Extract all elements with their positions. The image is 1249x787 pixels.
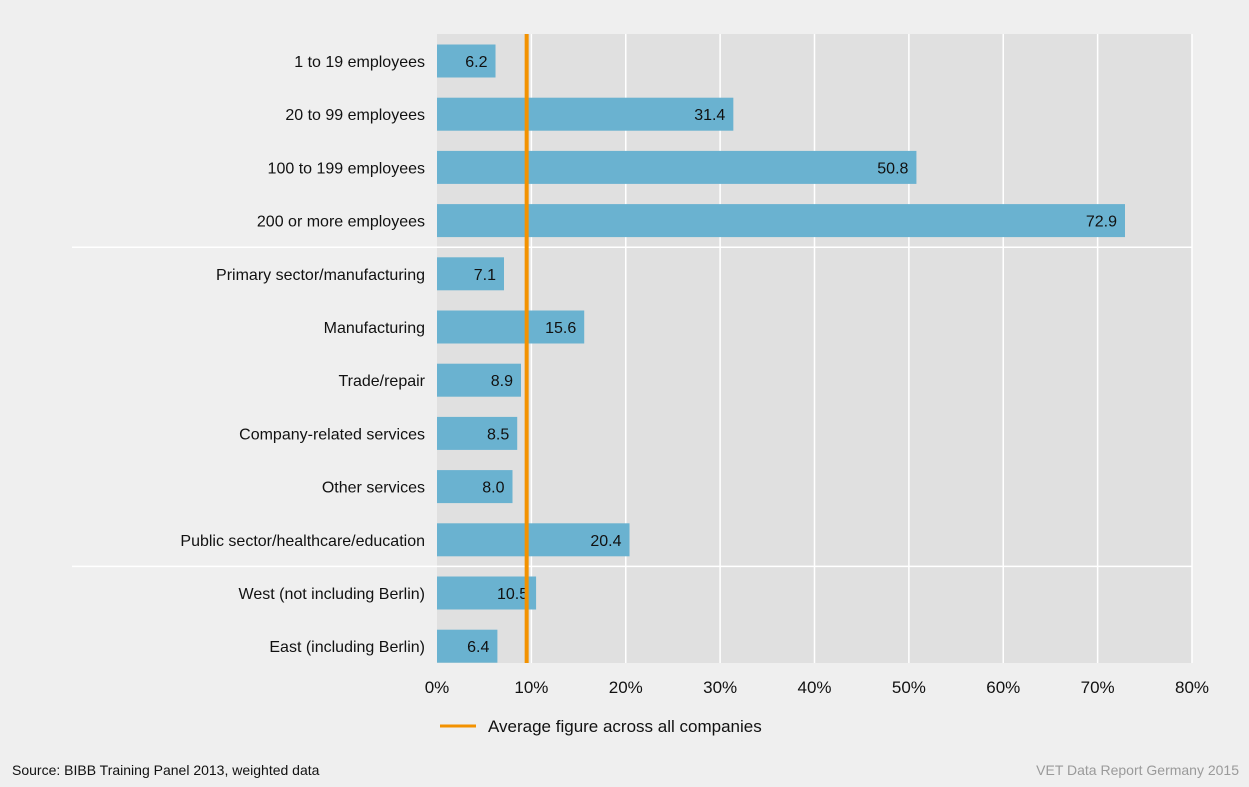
bar — [437, 629, 498, 663]
legend-label: Average figure across all companies — [488, 717, 762, 736]
category-label: Company-related services — [239, 426, 425, 443]
category-label: Trade/repair — [338, 373, 425, 390]
bar-value-label: 31.4 — [694, 107, 725, 124]
x-tick-label: 70% — [1081, 678, 1115, 697]
category-label: 200 or more employees — [257, 214, 425, 231]
x-tick-label: 0% — [425, 678, 450, 697]
bar — [437, 363, 521, 397]
bar-value-label: 7.1 — [474, 267, 496, 284]
bar-value-label: 6.2 — [465, 54, 487, 71]
category-label: 20 to 99 employees — [285, 107, 425, 124]
bar-value-label: 8.0 — [482, 480, 504, 497]
category-label: East (including Berlin) — [269, 639, 425, 656]
category-label: Manufacturing — [324, 320, 425, 337]
bar — [437, 204, 1125, 238]
bar — [437, 470, 513, 504]
x-tick-label: 40% — [797, 678, 831, 697]
bar-value-label: 6.4 — [467, 639, 489, 656]
category-label: 1 to 19 employees — [294, 54, 425, 71]
bar-value-label: 50.8 — [877, 160, 908, 177]
bar — [437, 523, 630, 557]
source-note: Source: BIBB Training Panel 2013, weight… — [12, 762, 320, 778]
x-tick-label: 10% — [514, 678, 548, 697]
bar-value-label: 72.9 — [1086, 214, 1117, 231]
category-label: Primary sector/manufacturing — [216, 267, 425, 284]
report-credit: VET Data Report Germany 2015 — [1036, 762, 1239, 778]
bar — [437, 44, 496, 78]
x-tick-label: 60% — [986, 678, 1020, 697]
category-label: Public sector/healthcare/education — [180, 533, 425, 550]
x-tick-label: 80% — [1175, 678, 1209, 697]
bar — [437, 257, 505, 291]
category-label: Other services — [322, 480, 425, 497]
bar-value-label: 8.9 — [491, 373, 513, 390]
bar-value-label: 20.4 — [590, 533, 621, 550]
bar — [437, 97, 734, 131]
x-tick-label: 50% — [892, 678, 926, 697]
bar-value-label: 15.6 — [545, 320, 576, 337]
bar — [437, 576, 537, 610]
category-label: 100 to 199 employees — [268, 160, 425, 177]
bar — [437, 310, 585, 344]
x-tick-label: 30% — [703, 678, 737, 697]
category-label: West (not including Berlin) — [239, 586, 425, 603]
bar-value-label: 10.5 — [497, 586, 528, 603]
x-tick-label: 20% — [609, 678, 643, 697]
bar — [437, 416, 518, 450]
bar — [437, 150, 917, 184]
bar-value-label: 8.5 — [487, 426, 509, 443]
